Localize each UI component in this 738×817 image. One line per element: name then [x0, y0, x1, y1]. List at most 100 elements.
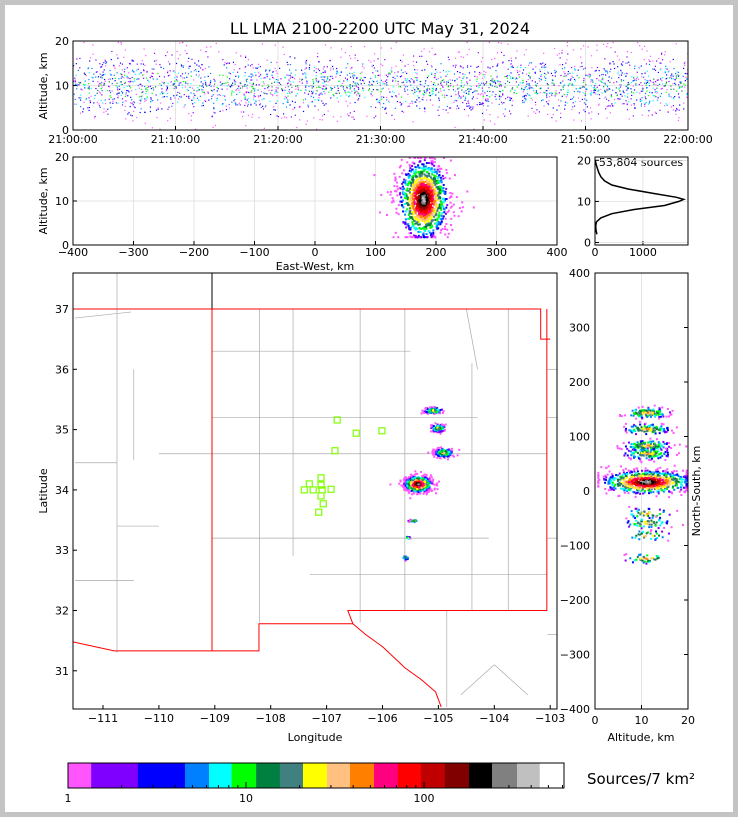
ew-source-point: [423, 228, 426, 231]
source-point: [197, 76, 200, 78]
ew-source-point: [416, 201, 419, 204]
ew-source-point: [422, 192, 425, 195]
source-point: [264, 93, 266, 95]
source-point: [447, 56, 450, 58]
map-source-point: [431, 480, 434, 483]
source-point: [325, 87, 327, 89]
source-point: [386, 82, 388, 84]
source-point: [320, 73, 322, 75]
source-point: [636, 91, 638, 93]
source-point: [322, 85, 325, 87]
source-point: [677, 71, 680, 73]
source-point: [231, 101, 233, 103]
source-point: [499, 81, 501, 83]
source-point: [524, 101, 526, 103]
map-source-point: [411, 476, 414, 479]
source-point: [610, 47, 612, 49]
source-point: [576, 74, 578, 77]
ew-source-point: [416, 198, 419, 201]
source-point: [223, 82, 225, 85]
source-point: [354, 101, 356, 104]
ew-source-point: [439, 185, 442, 188]
source-point: [456, 70, 459, 73]
source-point: [354, 75, 356, 77]
source-point: [198, 65, 200, 67]
ew-source-point: [410, 194, 413, 197]
map-source-point: [436, 423, 439, 426]
map-source-point: [404, 486, 407, 489]
ew-source-point: [404, 183, 407, 186]
map-source-point: [437, 480, 440, 483]
source-point: [508, 96, 511, 98]
source-point: [519, 82, 521, 84]
ew-source-point: [414, 228, 417, 231]
source-point: [551, 94, 553, 96]
source-point: [243, 94, 245, 96]
source-point: [247, 64, 249, 66]
source-point: [596, 77, 598, 80]
source-point: [255, 74, 257, 76]
source-point: [333, 86, 336, 88]
source-point: [542, 62, 544, 64]
source-point: [95, 87, 97, 90]
source-point: [527, 64, 530, 66]
source-point: [135, 69, 138, 71]
source-point: [664, 70, 666, 73]
ew-source-point: [420, 183, 423, 186]
source-point: [531, 80, 533, 82]
source-point: [179, 92, 181, 94]
plan-view-xtick-label: −109: [200, 712, 230, 725]
source-point: [476, 84, 478, 87]
source-point: [286, 101, 288, 103]
source-point: [348, 91, 350, 93]
source-point: [564, 101, 567, 103]
ew-source-point: [444, 225, 447, 228]
ew-source-point: [392, 200, 395, 203]
ew-source-point: [424, 219, 427, 222]
source-point: [140, 100, 142, 102]
source-point: [423, 107, 426, 109]
ew-source-point: [449, 191, 452, 194]
source-point: [395, 65, 397, 67]
source-point: [508, 59, 510, 62]
source-point: [470, 85, 472, 88]
source-point: [204, 76, 206, 78]
source-point: [389, 73, 391, 75]
source-point: [245, 125, 247, 127]
source-point: [358, 98, 360, 100]
source-point: [545, 77, 547, 79]
ew-source-point: [395, 181, 398, 184]
source-point: [627, 93, 629, 95]
source-point: [674, 82, 676, 84]
source-point: [681, 90, 683, 92]
map-source-point: [426, 482, 429, 485]
source-point: [621, 95, 623, 97]
source-point: [540, 79, 542, 81]
source-point: [384, 83, 386, 85]
ew-source-point: [438, 211, 441, 214]
ew-source-point: [434, 175, 437, 178]
source-point: [211, 90, 214, 92]
ew-source-point: [439, 207, 442, 210]
ew-source-point: [423, 202, 426, 205]
source-point: [665, 91, 667, 93]
source-point: [525, 99, 527, 101]
source-point: [685, 76, 687, 79]
source-point: [330, 97, 332, 99]
source-point: [124, 105, 126, 107]
source-point: [359, 79, 362, 81]
source-point: [630, 98, 632, 100]
source-point: [277, 79, 279, 81]
ew-source-point: [417, 230, 420, 233]
ew-source-point: [452, 203, 455, 206]
source-point: [634, 84, 637, 86]
source-point: [403, 84, 405, 86]
source-point: [321, 78, 323, 81]
source-point: [516, 92, 518, 95]
source-point: [219, 74, 221, 76]
source-point: [74, 79, 76, 81]
source-point: [682, 75, 684, 77]
map-source-point: [420, 476, 423, 479]
source-point: [102, 102, 104, 104]
source-point: [503, 102, 505, 104]
